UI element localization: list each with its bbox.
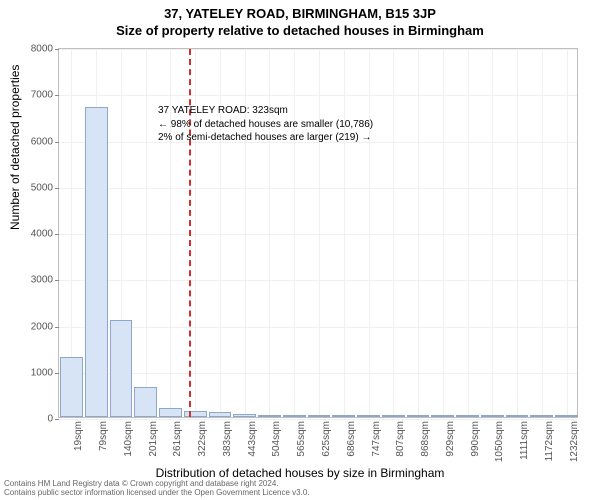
annotation-line3: 2% of semi-detached houses are larger (2… [158,131,373,145]
gridline-h [59,280,577,281]
gridline-v [146,49,147,417]
chart-title-line1: 37, YATELEY ROAD, BIRMINGHAM, B15 3JP [0,6,600,21]
x-axis-label: Distribution of detached houses by size … [0,466,600,480]
histogram-bar [159,408,182,417]
y-tick-mark [55,280,59,281]
gridline-h [59,373,577,374]
histogram-bar [283,415,306,417]
y-tick-mark [55,327,59,328]
histogram-bar [481,415,504,417]
gridline-v [418,49,419,417]
gridline-h [59,49,577,50]
y-tick-mark [55,419,59,420]
gridline-v [567,49,568,417]
y-tick-label: 7000 [13,90,53,101]
y-tick-label: 1000 [13,367,53,378]
y-tick-label: 8000 [13,44,53,55]
histogram-bar [506,415,529,417]
y-tick-mark [55,188,59,189]
histogram-bar [456,415,479,417]
histogram-bar [530,415,553,417]
histogram-bar [555,415,578,417]
histogram-bar [110,320,133,417]
histogram-bar [134,387,157,417]
gridline-v [443,49,444,417]
y-tick-label: 3000 [13,275,53,286]
histogram-bar [407,415,430,417]
y-tick-mark [55,234,59,235]
histogram-bar [209,412,232,417]
gridline-v [517,49,518,417]
gridline-v [542,49,543,417]
gridline-v [393,49,394,417]
y-tick-label: 4000 [13,229,53,240]
histogram-bar [357,415,380,417]
gridline-h [59,419,577,420]
gridline-v [492,49,493,417]
y-tick-mark [55,142,59,143]
y-tick-label: 0 [13,414,53,425]
chart-title-line2: Size of property relative to detached ho… [0,23,600,38]
gridline-h [59,327,577,328]
histogram-bar [85,107,108,417]
plot-area: 01000200030004000500060007000800019sqm79… [58,48,578,418]
gridline-h [59,95,577,96]
y-tick-mark [55,373,59,374]
reference-annotation: 37 YATELEY ROAD: 323sqm ← 98% of detache… [158,104,373,145]
footer-attribution: Contains HM Land Registry data © Crown c… [4,480,310,498]
histogram-bar [233,414,256,417]
gridline-h [59,188,577,189]
y-tick-label: 5000 [13,182,53,193]
y-tick-mark [55,49,59,50]
histogram-bar [308,415,331,417]
gridline-h [59,234,577,235]
gridline-v [468,49,469,417]
annotation-line1: 37 YATELEY ROAD: 323sqm [158,104,373,118]
histogram-bar [258,415,281,417]
histogram-bar [332,415,355,417]
annotation-line2: ← 98% of detached houses are smaller (10… [158,118,373,132]
chart-title-block: 37, YATELEY ROAD, BIRMINGHAM, B15 3JP Si… [0,0,600,38]
footer-line2: Contains public sector information licen… [4,489,310,498]
histogram-bar [382,415,405,417]
y-tick-label: 6000 [13,136,53,147]
y-tick-label: 2000 [13,321,53,332]
histogram-bar [60,357,83,417]
histogram-bar [184,411,207,417]
histogram-bar [431,415,454,417]
y-tick-mark [55,95,59,96]
